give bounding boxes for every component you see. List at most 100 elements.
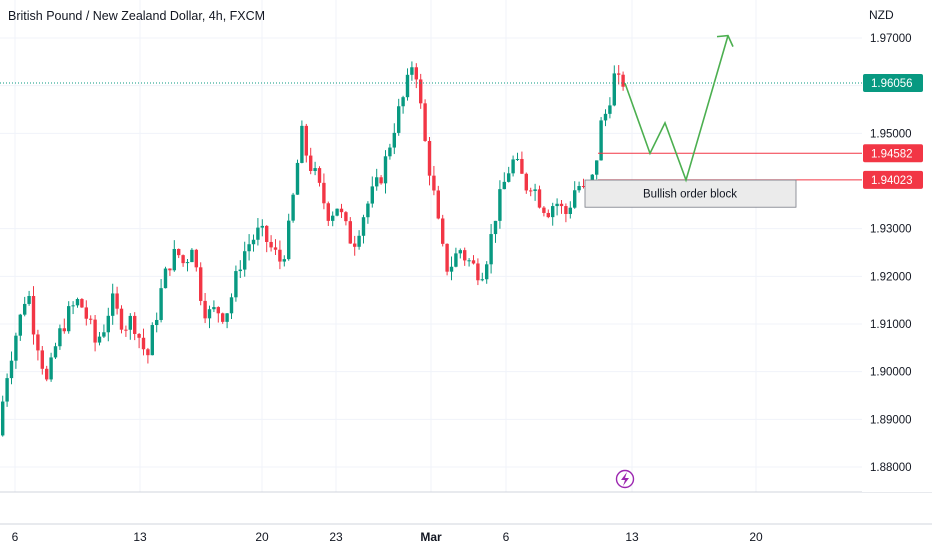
- candle-body: [397, 106, 401, 133]
- candle-body: [383, 156, 388, 184]
- candle-body: [62, 328, 66, 332]
- candle-body: [573, 190, 577, 208]
- y-tick-label: 1.95000: [870, 128, 912, 140]
- candle-body: [542, 207, 546, 213]
- price-badges: 1.96056 1.94582 1.94023: [863, 73, 923, 189]
- candle-body: [49, 357, 53, 380]
- candle-body: [203, 300, 207, 319]
- candle-body: [419, 79, 423, 104]
- candle-body: [260, 225, 264, 228]
- candle-body: [388, 147, 392, 157]
- candle-body: [287, 220, 291, 260]
- candle-body: [168, 268, 172, 271]
- candle-body: [348, 221, 352, 244]
- price-badge-label: 1.96056: [871, 78, 913, 90]
- x-tick-label: Mar: [420, 530, 442, 544]
- candle-body: [163, 268, 168, 289]
- candle-body: [502, 181, 506, 190]
- candle-body: [97, 336, 102, 343]
- y-tick-label: 1.89000: [870, 414, 912, 426]
- candle-body: [432, 175, 436, 191]
- candle-body: [577, 186, 581, 191]
- x-axis-panel: [0, 524, 932, 550]
- candle-body: [146, 349, 150, 356]
- candle-body: [238, 269, 242, 272]
- candle-body: [53, 346, 58, 358]
- candle-body: [608, 105, 612, 114]
- price-badge: [863, 73, 923, 92]
- order-block-label: Bullish order block: [643, 189, 737, 201]
- candle-body: [14, 335, 18, 361]
- currency-label: NZD: [869, 8, 894, 22]
- candle-body: [229, 297, 234, 314]
- candle-body: [524, 173, 528, 191]
- candle-body: [471, 260, 476, 264]
- candle-body: [84, 307, 88, 319]
- candle-body: [225, 313, 229, 322]
- candle-body: [194, 249, 198, 268]
- candle-body: [278, 249, 282, 262]
- candle-body: [58, 328, 62, 347]
- candle-body: [427, 140, 432, 176]
- candle-body: [529, 190, 533, 192]
- price-badge-label: 1.94582: [871, 148, 913, 160]
- candle-body: [612, 73, 616, 106]
- x-tick-label: 23: [329, 530, 343, 544]
- candle-body: [199, 267, 203, 301]
- candle-body: [300, 125, 304, 163]
- candle-body: [27, 296, 31, 304]
- candle-body: [493, 220, 498, 235]
- candle-body: [106, 315, 110, 333]
- lightning-icon[interactable]: [615, 469, 635, 489]
- chart-title: British Pound / New Zealand Dollar, 4h, …: [8, 9, 266, 23]
- y-tick-label: 1.90000: [870, 367, 912, 379]
- candle-body: [93, 319, 97, 343]
- candle-body: [1, 401, 5, 436]
- candle-body: [568, 207, 572, 215]
- candle-body: [265, 225, 269, 242]
- projection-path: [624, 34, 734, 183]
- candle-body: [75, 299, 80, 306]
- candle-body: [595, 160, 599, 175]
- candle-body: [520, 158, 524, 174]
- candle-body: [172, 248, 176, 271]
- candle-body: [331, 215, 335, 221]
- candle-body: [309, 155, 313, 172]
- candle-body: [67, 306, 71, 332]
- candle-body: [546, 212, 550, 218]
- candle-body: [370, 186, 374, 204]
- candle-body: [467, 260, 471, 262]
- candle-body: [533, 189, 537, 191]
- price-badge: [863, 170, 923, 189]
- candle-body: [159, 288, 163, 320]
- order-block[interactable]: Bullish order block: [584, 179, 797, 208]
- candle-body: [282, 259, 286, 262]
- candle-body: [449, 266, 454, 272]
- candle-body: [621, 74, 625, 87]
- projection-line: [624, 35, 729, 183]
- candle-body: [256, 227, 260, 240]
- candle-body: [221, 313, 225, 322]
- candle-body: [463, 250, 467, 261]
- candle-body: [119, 308, 124, 330]
- candle-body: [243, 251, 247, 270]
- candle-body: [317, 168, 322, 183]
- candle-body: [441, 218, 445, 244]
- candle-body: [23, 303, 27, 315]
- candle-body: [9, 360, 14, 379]
- chart-grid: [0, 0, 862, 492]
- y-tick-label: 1.97000: [870, 33, 912, 45]
- y-tick-label: 1.91000: [870, 319, 912, 331]
- y-tick-label: 1.88000: [870, 462, 912, 474]
- candle-body: [414, 67, 418, 80]
- candle-body: [115, 293, 119, 309]
- x-tick-label: 13: [133, 530, 147, 544]
- candle-body: [291, 194, 295, 221]
- candle-body: [559, 203, 564, 207]
- candle-body: [273, 247, 278, 250]
- candle-body: [555, 203, 559, 207]
- order-block-box: [584, 179, 797, 208]
- candle-body: [401, 97, 405, 107]
- candle-body: [507, 173, 511, 182]
